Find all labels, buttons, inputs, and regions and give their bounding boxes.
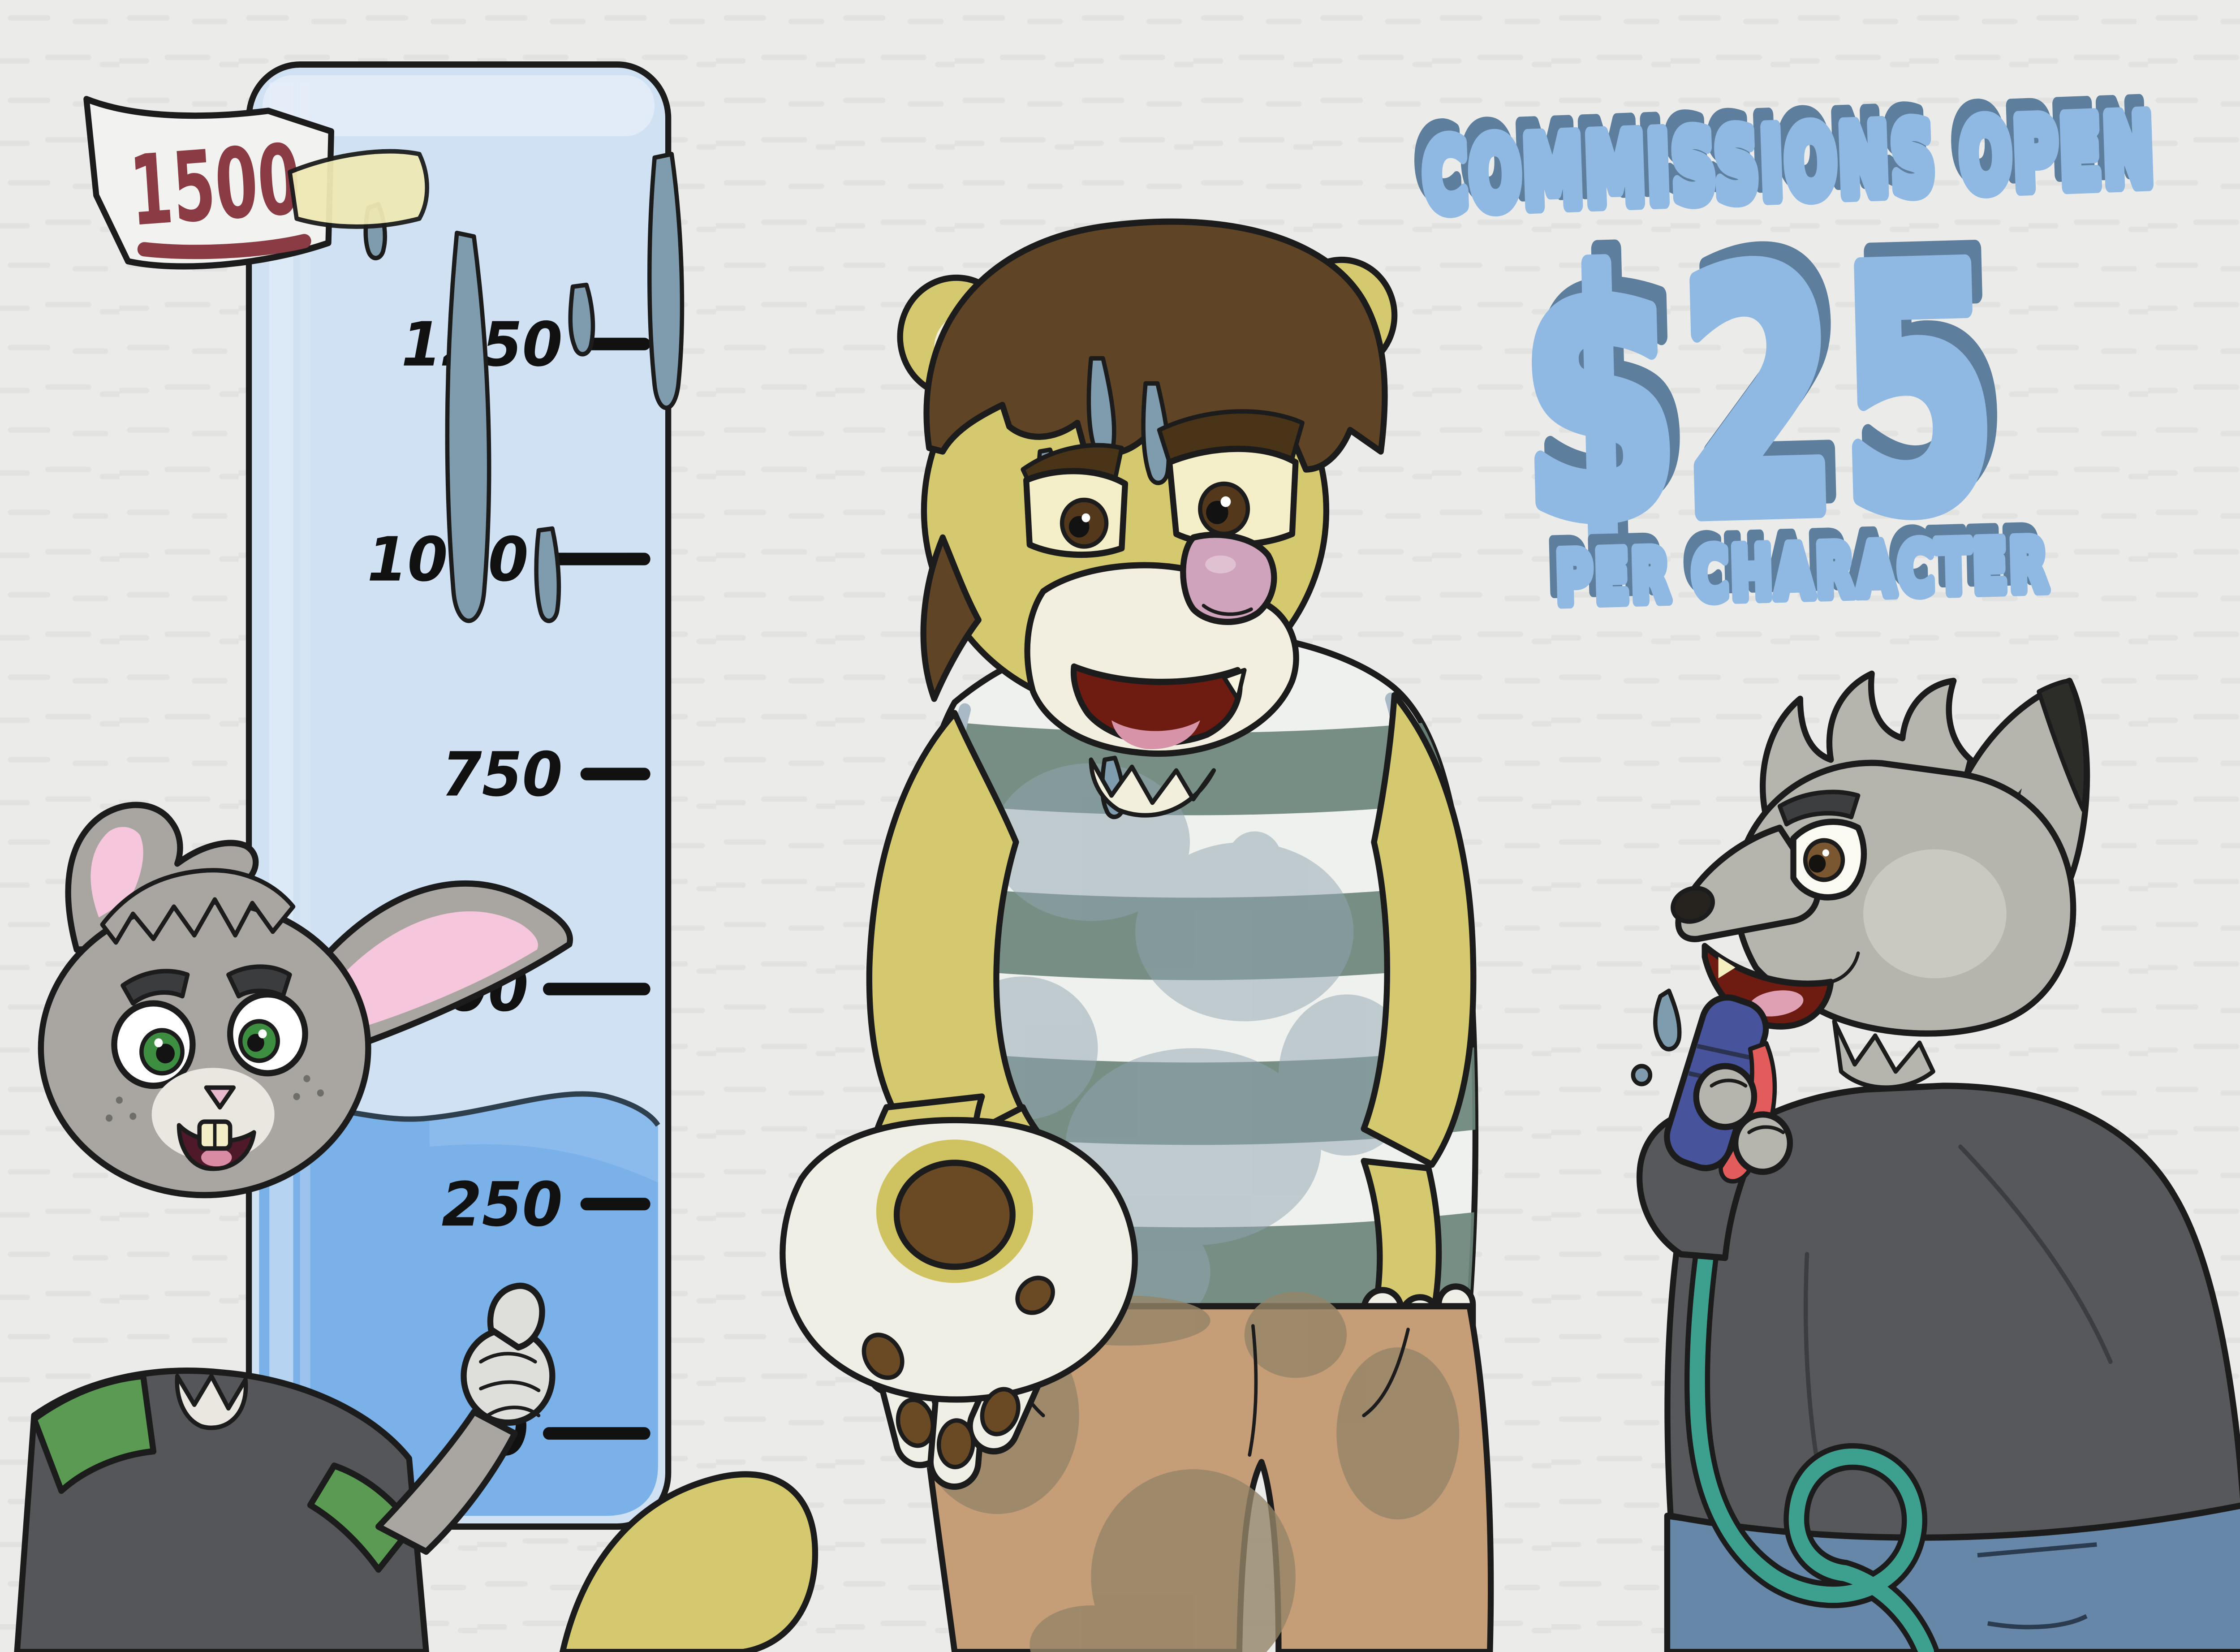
rabbit-bangs — [100, 868, 296, 945]
wolf-paw — [1732, 1111, 1793, 1175]
scale-tick-250: 250 — [442, 1169, 650, 1240]
rabbit-brow-right — [226, 964, 292, 999]
goal-cylinder: 1250 1000 750 500 250 0 — [83, 61, 685, 1530]
liquid-sheen — [429, 1094, 658, 1183]
glass-rim-highlight — [262, 75, 655, 136]
lion-tongue — [1111, 720, 1200, 750]
tick-label: 750 — [442, 740, 563, 811]
jeans-pocket — [1977, 1542, 2097, 1630]
tag-tape — [288, 149, 429, 229]
wolf-neck-fluff — [1832, 1019, 1935, 1090]
goal-tag: 1500 — [83, 96, 335, 270]
wolf-arm — [1631, 988, 1793, 1261]
tag-underline — [137, 234, 311, 259]
headline-subtitle-shadow: PER CHARACTER — [1548, 513, 2044, 610]
wolf-cheek — [1863, 849, 2007, 979]
headline: COMMISSIONS OPEN COMMISSIONS OPEN $25 $2… — [1407, 74, 2165, 625]
nozzle-drips — [1631, 988, 1682, 1087]
shirt-wrinkles — [1803, 1144, 2113, 1465]
rabbit-sleeve-right — [307, 1462, 416, 1573]
tag-goal-number: 1500 — [126, 123, 304, 248]
rabbit-forearm — [375, 1409, 518, 1555]
wolf-tongue — [1749, 990, 1804, 1017]
scale-tick-750: 750 — [442, 740, 650, 811]
wolf-snout — [1675, 824, 1821, 942]
rabbit-brow-left — [121, 969, 190, 1006]
wolf-brow — [1777, 789, 1861, 827]
wolf-head — [1671, 670, 2090, 1090]
rabbit-nose — [204, 1085, 236, 1110]
water-drips — [363, 151, 685, 623]
rabbit-sleeve-left — [31, 1373, 157, 1494]
rabbit-thumbs-up — [461, 1282, 556, 1426]
headline-title: COMMISSIONS OPEN — [1421, 94, 2158, 233]
wolf-tooth — [1718, 957, 1736, 979]
paw-finger-pads — [862, 1276, 1055, 1470]
whisker-dots — [105, 1075, 324, 1122]
headline-price: $25 — [1516, 197, 2003, 596]
rabbit-face — [105, 964, 324, 1171]
lion-fang — [1222, 668, 1247, 701]
water-hose — [1684, 1158, 1939, 1652]
rabbit-chest-tuft — [175, 1374, 248, 1430]
tag-paper — [83, 96, 335, 270]
lion-hair — [923, 218, 1388, 474]
rabbit-tongue — [201, 1148, 232, 1167]
wolf-character — [1631, 670, 2240, 1652]
headline-price-shadow: $25 — [1526, 182, 2013, 581]
paw-palm-pad — [893, 1160, 1016, 1270]
lion-chest-tuft — [1089, 757, 1216, 818]
headline-subtitle: PER CHARACTER — [1555, 523, 2051, 621]
rabbit-character — [14, 802, 573, 1652]
lion-character — [560, 218, 1494, 1652]
glass-reflection-thin — [300, 82, 310, 1513]
lion-head — [897, 218, 1398, 820]
lion-paw — [780, 1093, 1138, 1490]
lion-tail — [560, 1471, 818, 1652]
glass-reflection — [269, 82, 293, 1513]
lion-nose — [1180, 531, 1277, 625]
tick-label: 250 — [442, 1169, 563, 1240]
wolf-nose — [1671, 886, 1715, 924]
lion-eyes — [1023, 445, 1299, 558]
